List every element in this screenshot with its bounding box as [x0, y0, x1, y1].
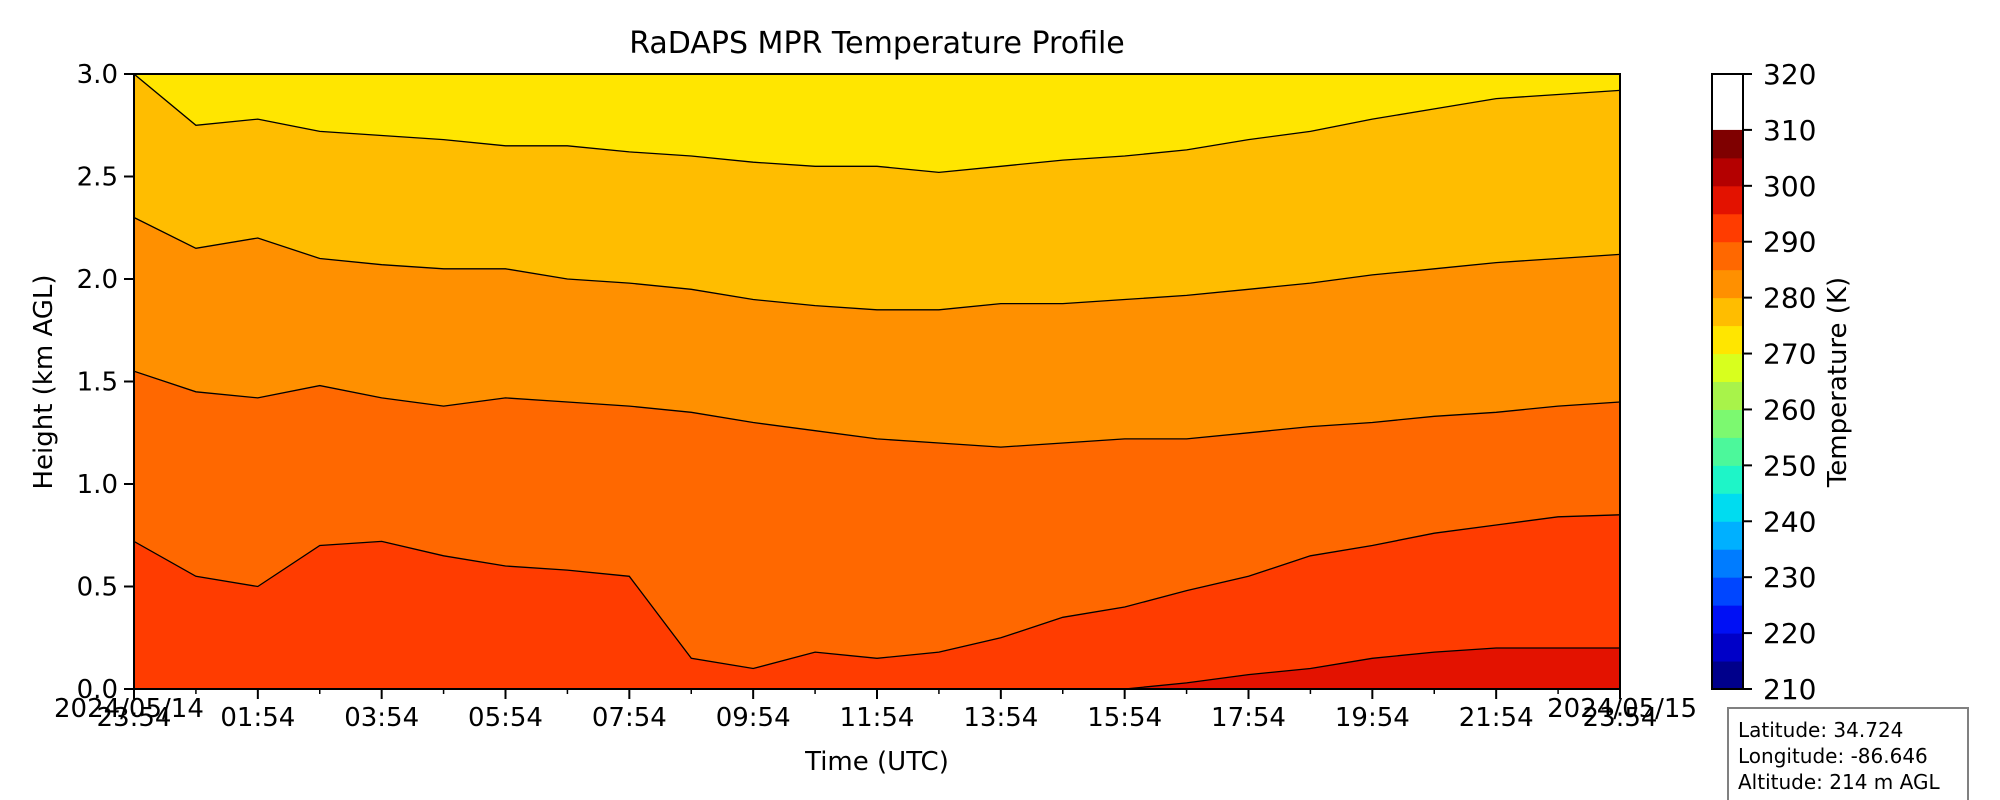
- colorbar-swatch: [1712, 185, 1743, 215]
- x-axis-label: Time (UTC): [804, 747, 949, 777]
- y-tick-label: 0.5: [77, 573, 118, 603]
- y-tick-label: 1.0: [77, 470, 118, 500]
- colorbar-swatch: [1712, 409, 1743, 438]
- y-tick-label: 0.0: [77, 675, 118, 705]
- colorbar-swatch: [1712, 353, 1743, 382]
- colorbar-swatch: [1712, 549, 1743, 578]
- contour-line-275k: [134, 216, 1620, 311]
- x-tick-label: 05:54: [468, 703, 543, 733]
- colorbar-swatch: [1712, 493, 1743, 522]
- longitude-text: Longitude: -86.646: [1738, 744, 1928, 768]
- x-tick-label: 13:54: [963, 703, 1038, 733]
- x-tick-label: 23:54: [97, 703, 172, 733]
- colorbar-swatch: [1712, 381, 1743, 410]
- colorbar-tick-label: 320: [1763, 58, 1816, 91]
- contour-line-270k: [134, 74, 1620, 174]
- x-axis: 23:54 01:54 03:54 05:54 07:54 09:54 11:54 13:54…: [97, 689, 1658, 733]
- altitude-text: Altitude: 214 m AGL: [1738, 770, 1940, 794]
- colorbar-tick-label: 230: [1763, 561, 1816, 594]
- site-info-box: Latitude: 34.724 Longitude: -86.646 Alti…: [1727, 707, 1969, 800]
- contour-line-295k: [134, 647, 1620, 689]
- contour-band-290: [134, 514, 1620, 689]
- colorbar-swatch: [1712, 325, 1743, 355]
- y-tick-label: 3.0: [77, 60, 118, 90]
- colorbar-tick-label: 270: [1763, 338, 1816, 371]
- contour-line-layer: [134, 74, 1620, 689]
- colorbar-swatch: [1712, 633, 1743, 662]
- contour-fill-layer: [134, 74, 1620, 689]
- end-date-label: 2024/05/15: [1547, 694, 1697, 724]
- y-axis-label: Height (km AGL): [29, 274, 59, 489]
- colorbar-tick-label: 260: [1763, 393, 1816, 426]
- colorbar-swatch: [1712, 605, 1743, 634]
- colorbar-frame: [1711, 73, 1744, 690]
- colorbar-swatch: [1712, 521, 1743, 550]
- x-tick-label: 03:54: [344, 703, 419, 733]
- contour-line-280k: [134, 370, 1620, 448]
- colorbar-label: Temperature (K): [1823, 277, 1853, 488]
- contour-line-285k: [134, 514, 1620, 670]
- x-tick-label: 15:54: [1087, 703, 1162, 733]
- x-tick-label: 17:54: [1211, 703, 1286, 733]
- colorbar-tick-label: 250: [1763, 449, 1816, 482]
- colorbar-swatch: [1712, 269, 1743, 299]
- site-info-frame: [1727, 707, 1969, 800]
- colorbar-tick-label: 220: [1763, 617, 1816, 650]
- colorbar-swatch: [1712, 465, 1743, 494]
- x-tick-label: 01:54: [220, 703, 295, 733]
- colorbar-swatch: [1712, 577, 1743, 606]
- colorbar-swatch: [1712, 129, 1743, 159]
- x-tick-label: 21:54: [1459, 703, 1534, 733]
- colorbar-tick-label: 300: [1763, 170, 1816, 203]
- colorbar: 210 220 230 240 250 260 270 280 290 300 310 320: [1711, 58, 1816, 706]
- colorbar-swatch: [1712, 213, 1743, 243]
- x-tick-label: 07:54: [592, 703, 667, 733]
- contour-band-295: [134, 648, 1620, 689]
- colorbar-swatch: [1712, 241, 1743, 271]
- colorbar-swatch: [1712, 297, 1743, 327]
- start-date-label: 2024/05/14: [54, 694, 204, 724]
- y-axis: 0.0 0.5 1.0 1.5 2.0 2.5 3.0: [77, 60, 134, 705]
- colorbar-swatch: [1712, 157, 1743, 187]
- x-tick-label: 23:54: [1583, 703, 1658, 733]
- y-tick-label: 2.0: [77, 265, 118, 295]
- x-tick-label: 09:54: [716, 703, 791, 733]
- colorbar-tick-label: 290: [1763, 226, 1816, 259]
- latitude-text: Latitude: 34.724: [1738, 718, 1903, 742]
- colorbar-tick-label: 240: [1763, 505, 1816, 538]
- colorbar-tick-label: 280: [1763, 282, 1816, 315]
- colorbar-tick-label: 310: [1763, 114, 1816, 147]
- chart-title: RaDAPS MPR Temperature Profile: [629, 26, 1125, 61]
- colorbar-tick-label: 210: [1763, 673, 1816, 706]
- colorbar-swatch: [1712, 437, 1743, 466]
- y-tick-label: 2.5: [77, 163, 118, 193]
- y-tick-label: 1.5: [77, 368, 118, 398]
- colorbar-swatch: [1712, 661, 1743, 690]
- x-tick-label: 11:54: [840, 703, 915, 733]
- x-tick-label: 19:54: [1335, 703, 1410, 733]
